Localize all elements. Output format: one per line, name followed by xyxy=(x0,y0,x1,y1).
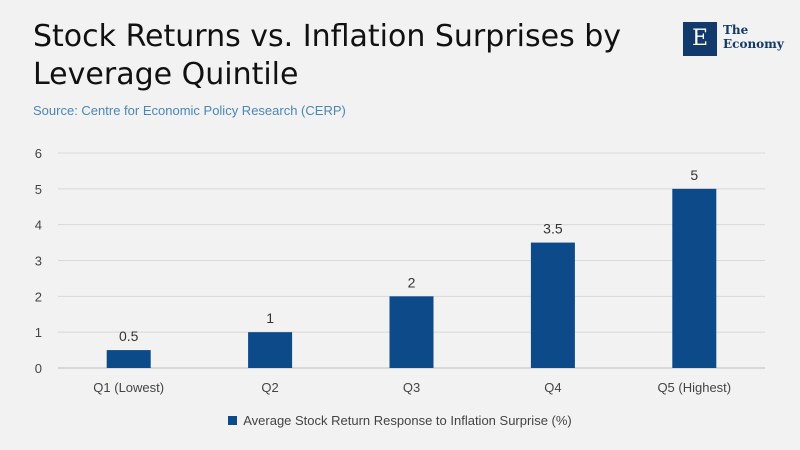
bar xyxy=(248,332,293,368)
legend: Average Stock Return Response to Inflati… xyxy=(0,413,800,428)
publisher-logo: E The Economy xyxy=(683,20,784,60)
y-tick-label: 5 xyxy=(35,182,42,197)
data-label: 3.5 xyxy=(543,221,563,237)
y-tick-label: 4 xyxy=(35,218,42,233)
y-axis-ticks: 0 1 2 3 4 5 6 xyxy=(35,146,42,376)
chart-title: Stock Returns vs. Inflation Surprises by… xyxy=(33,19,622,92)
x-tick-label: Q5 (Highest) xyxy=(657,380,731,395)
legend-label: Average Stock Return Response to Inflati… xyxy=(243,413,572,428)
bar xyxy=(672,188,717,368)
x-tick-label: Q1 (Lowest) xyxy=(93,380,164,395)
chart-source: Source: Centre for Economic Policy Resea… xyxy=(33,103,346,118)
bars xyxy=(106,188,717,368)
x-tick-label: Q3 xyxy=(403,380,420,395)
data-label: 0.5 xyxy=(119,328,139,344)
data-label: 1 xyxy=(266,310,274,326)
x-tick-label: Q4 xyxy=(544,380,561,395)
bar xyxy=(106,350,151,368)
logo-text: The Economy xyxy=(723,23,784,51)
bar xyxy=(389,296,434,368)
y-tick-label: 0 xyxy=(35,361,42,376)
y-tick-label: 6 xyxy=(35,146,42,161)
data-label: 5 xyxy=(690,167,698,183)
x-tick-label: Q2 xyxy=(261,380,278,395)
y-tick-label: 1 xyxy=(35,325,42,340)
y-tick-label: 3 xyxy=(35,254,42,269)
bar xyxy=(530,242,575,368)
data-labels: 0.5 1 2 3.5 5 xyxy=(119,167,698,344)
legend-swatch xyxy=(228,416,238,425)
data-label: 2 xyxy=(408,274,416,290)
logo-mark: E xyxy=(683,22,717,56)
y-tick-label: 2 xyxy=(35,289,42,304)
x-axis-ticks: Q1 (Lowest) Q2 Q3 Q4 Q5 (Highest) xyxy=(93,380,731,395)
